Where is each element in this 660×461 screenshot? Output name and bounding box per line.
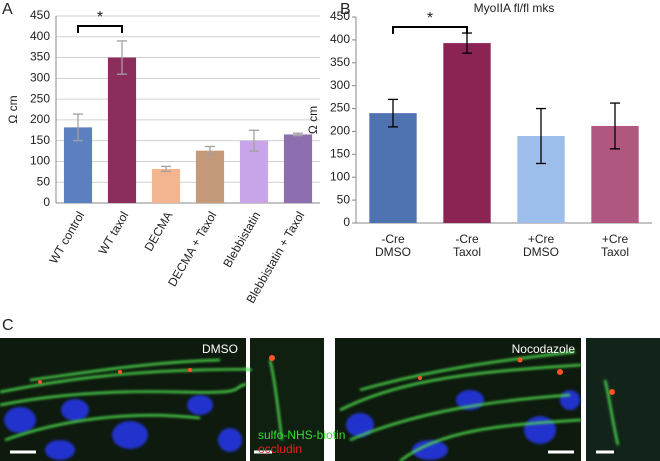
x-tick-label: WT taxol: [96, 209, 132, 257]
y-tick-label: 50: [337, 192, 351, 206]
y-axis-label: Ω cm: [306, 106, 320, 134]
x-tick-label: DECMA: [142, 209, 176, 254]
error-bar: [161, 165, 171, 173]
bar: [369, 113, 417, 223]
error-bar: [117, 40, 127, 75]
condition-label: Nocodazole: [512, 342, 576, 356]
x-tick-label-box: -Cre DMSO: [375, 233, 411, 259]
x-tick-label: -Cre Taxol: [452, 233, 481, 259]
y-tick-label: 0: [343, 215, 350, 229]
panel-label: B: [340, 1, 351, 18]
y-tick-label: 200: [30, 112, 50, 126]
x-tick-label: +Cre DMSO: [523, 233, 559, 259]
x-tick-label: Blebbistatin: [220, 209, 263, 270]
panel-label: A: [2, 1, 13, 18]
y-tick-label: 0: [43, 195, 50, 209]
stain-label: sulfo-NHS-biotin: [258, 428, 345, 442]
x-tick-label-box: -Cre Taxol: [452, 233, 481, 259]
image-nocodazole-zoom: [586, 338, 660, 461]
y-tick-label: 250: [330, 101, 350, 115]
error-bar: [388, 98, 398, 128]
y-tick-label: 50: [37, 174, 51, 188]
chart-title: MyoIIA fl/fl mks: [474, 1, 555, 15]
error-bar: [205, 145, 215, 156]
stain-label: occludin: [258, 442, 302, 456]
y-tick-label: 300: [30, 71, 50, 85]
x-tick-label: WT control: [46, 209, 87, 266]
error-bar: [536, 107, 546, 165]
micrographs: [0, 338, 660, 461]
junctions: [0, 350, 620, 461]
y-tick-label: 400: [30, 29, 50, 43]
bar: [443, 43, 491, 223]
bar: [107, 57, 137, 203]
y-tick-label: 100: [30, 154, 50, 168]
x-tick-label: +Cre Taxol: [600, 233, 629, 259]
bar: [151, 168, 181, 203]
x-tick-label: DECMA + Taxol: [165, 209, 219, 289]
y-tick-label: 350: [330, 55, 350, 69]
significance-label: *: [97, 9, 103, 26]
bar: [195, 150, 225, 203]
y-tick-label: 150: [330, 147, 350, 161]
error-bar: [73, 113, 83, 142]
error-bar: [249, 129, 259, 152]
significance-bracket: [392, 26, 468, 34]
x-tick-label-box: +Cre DMSO: [523, 233, 559, 259]
error-bar: [293, 132, 303, 137]
condition-label: DMSO: [202, 342, 238, 356]
x-tick-label-box: +Cre Taxol: [600, 233, 629, 259]
y-tick-label: 100: [330, 169, 350, 183]
y-tick-label: 300: [330, 78, 350, 92]
y-tick-label: 350: [30, 50, 50, 64]
significance-label: *: [427, 10, 433, 27]
significance-bracket: [77, 25, 123, 33]
panel-label: C: [2, 317, 14, 334]
y-axis-label: Ω cm: [6, 95, 20, 123]
occludin-dots: [38, 355, 615, 395]
error-bar: [610, 102, 620, 150]
y-tick-label: 450: [30, 8, 50, 22]
y-tick-label: 400: [330, 32, 350, 46]
bar: [283, 134, 313, 203]
image-dmso-zoom: [250, 338, 324, 461]
y-tick-label: 250: [30, 91, 50, 105]
y-tick-label: 200: [330, 124, 350, 138]
y-tick-label: 450: [330, 9, 350, 23]
x-tick-label: -Cre DMSO: [375, 233, 411, 259]
y-tick-label: 150: [30, 133, 50, 147]
